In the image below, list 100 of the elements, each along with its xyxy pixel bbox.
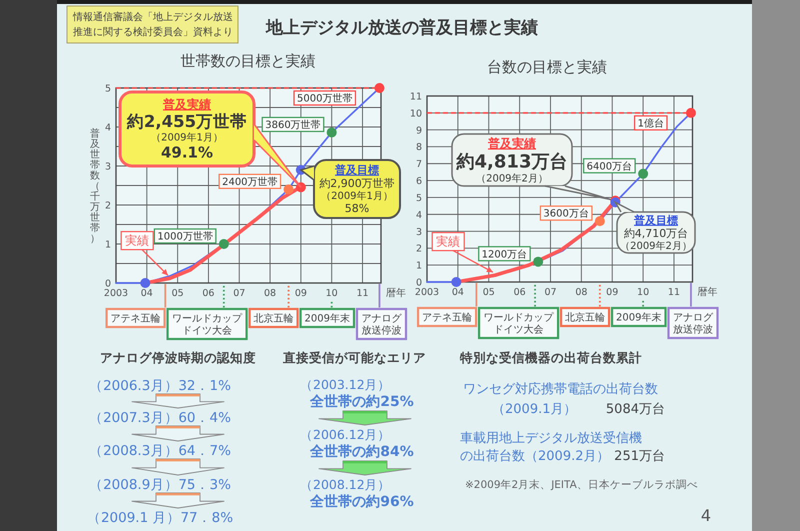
tick-label: 11: [668, 287, 680, 298]
callout-text: （2009年2月）: [476, 174, 548, 184]
series-name-text: 実績: [125, 234, 150, 248]
tick-label: 5: [104, 84, 111, 94]
annotation: 5000万世帯: [297, 94, 352, 105]
annotation: 車載用地上デジタル放送受信機: [460, 431, 642, 446]
ref-label-text: 放送停波: [362, 326, 402, 336]
ref-label-text: 北京五輪: [565, 312, 606, 324]
annotation: （2008.3月）64．7%: [89, 443, 231, 459]
tick-label: 2: [104, 200, 111, 212]
tick-label: 9: [416, 125, 422, 136]
title: 地上デジタル放送の普及目標と実績: [266, 18, 538, 38]
annotation: 全世帯の約96%: [310, 494, 414, 510]
tick-label: 08: [264, 288, 276, 299]
tick-label: 8: [416, 142, 422, 154]
callout-text: （2009年1月）: [321, 191, 393, 202]
tick-label: 1: [104, 240, 111, 250]
annotation: 推進に関する検討委員会」資料より: [73, 27, 233, 38]
axis-title: 暦年: [386, 288, 406, 299]
annotation: 251万台: [614, 449, 665, 464]
tick-label: 05: [482, 287, 495, 298]
annotation: （2008.9月）75．3%: [89, 477, 231, 493]
callout-text: 49.1%: [160, 143, 214, 162]
ref-label-text: ドイツ大会: [182, 326, 232, 336]
callout-text: 約4,813万台: [456, 152, 568, 172]
annotation: 3860万世帯: [265, 120, 321, 132]
axis-title: 普及世帯数（千万世帯）: [90, 128, 100, 244]
annotation: 1000万世帯: [157, 232, 213, 243]
tick-label: 10: [326, 288, 338, 299]
annotation: （2006.3月）32．1%: [89, 378, 231, 394]
annotation: （2009.1月）: [492, 402, 576, 417]
tick-label: 10: [410, 108, 422, 120]
tick-label: 10: [637, 287, 650, 298]
annotation: 全世帯の約25%: [310, 394, 414, 410]
annotation: （2003.12月）: [300, 377, 391, 392]
tick-label: 07: [233, 288, 246, 299]
annotation: 情報通信審議会「地上デジタル放送: [73, 12, 233, 23]
ref-label-text: ワールドカップ: [172, 314, 242, 324]
tick-label: 0: [104, 278, 111, 290]
annotation: （2009.1 月）77．8%: [86, 510, 234, 526]
callout-text: 普及実績: [163, 97, 211, 112]
tick-label: 04: [140, 288, 153, 299]
axis-title: 暦年: [698, 287, 718, 298]
tick-label: 05: [172, 288, 184, 299]
tick-label: 09: [606, 287, 618, 298]
ref-label-text: アテネ五輪: [110, 314, 161, 324]
chart-title: 世帯数の目標と実績: [180, 52, 316, 70]
tick-label: 6: [416, 176, 422, 188]
annotation: 3600万台: [543, 208, 589, 220]
callout-text: 約2,900万世帯: [319, 176, 395, 190]
annotation: （2007.3月）60．4%: [89, 410, 231, 426]
ref-label-text: ワールドカップ: [484, 312, 554, 324]
tick-label: 07: [544, 287, 557, 298]
tick-label: 11: [356, 288, 369, 299]
callout-text: 58%: [344, 202, 370, 216]
tick-label: 4: [416, 210, 422, 221]
tick-label: 2003: [414, 287, 440, 298]
annotation: 6400万台: [586, 161, 632, 172]
annotation: ※2009年2月末、JEITA、日本ケーブルラボ調べ: [465, 479, 698, 491]
tick-label: 2: [416, 244, 422, 255]
annotation: 1億台: [638, 118, 664, 130]
ref-label-text: アナログ: [362, 314, 402, 324]
ref-label-text: アテネ五輪: [422, 312, 472, 324]
tick-label: 5: [416, 192, 422, 204]
ref-label-text: ドイツ大会: [494, 324, 544, 336]
callout-text: （2009年2月）: [620, 241, 692, 252]
callout-text: 約2,455万世帯: [126, 112, 248, 131]
callout-text: （2009年1月）: [151, 132, 223, 144]
annotation: （2006.12月）: [300, 427, 391, 442]
ref-label-text: 2009年末: [616, 312, 662, 324]
tick-label: 11: [410, 92, 422, 102]
tick-label: 3: [104, 162, 111, 172]
tick-label: 08: [575, 287, 588, 298]
tick-label: 4: [104, 122, 111, 134]
tick-label: 1: [416, 260, 422, 272]
callout-text: 約4,710万台: [624, 226, 688, 240]
tick-label: 2003: [104, 288, 128, 299]
ref-label-text: 2009年末: [304, 314, 350, 324]
tick-label: 06: [514, 287, 526, 298]
annotation: 5084万台: [606, 402, 665, 417]
annotation: 2400万世帯: [222, 177, 278, 188]
callout-text: 普及目標: [335, 164, 379, 177]
tick-label: 06: [202, 288, 214, 299]
tick-label: 04: [452, 287, 464, 298]
tick-label: 7: [416, 159, 422, 170]
annotation: 4: [700, 506, 712, 525]
annotation: 1200万台: [482, 249, 528, 260]
annotation: の出荷台数（2009.2月）: [460, 449, 610, 464]
callout-text: 普及実績: [488, 136, 536, 150]
ref-label-text: 北京五輪: [254, 314, 294, 324]
annotation: 全世帯の約84%: [310, 444, 414, 460]
series-name-text: 実績: [436, 234, 460, 249]
ref-label-text: 放送停波: [673, 324, 713, 336]
title: アナログ停波時期の認知度: [100, 350, 256, 365]
title: 特別な受信機器の出荷台数累計: [460, 350, 642, 365]
annotation: ワンセグ対応携帯電話の出荷台数: [463, 382, 658, 397]
tick-label: 09: [294, 288, 307, 299]
annotation: （2008.12月）: [300, 477, 391, 492]
ref-label-text: アナログ: [673, 312, 713, 324]
callout-text: 普及目標: [634, 214, 678, 227]
